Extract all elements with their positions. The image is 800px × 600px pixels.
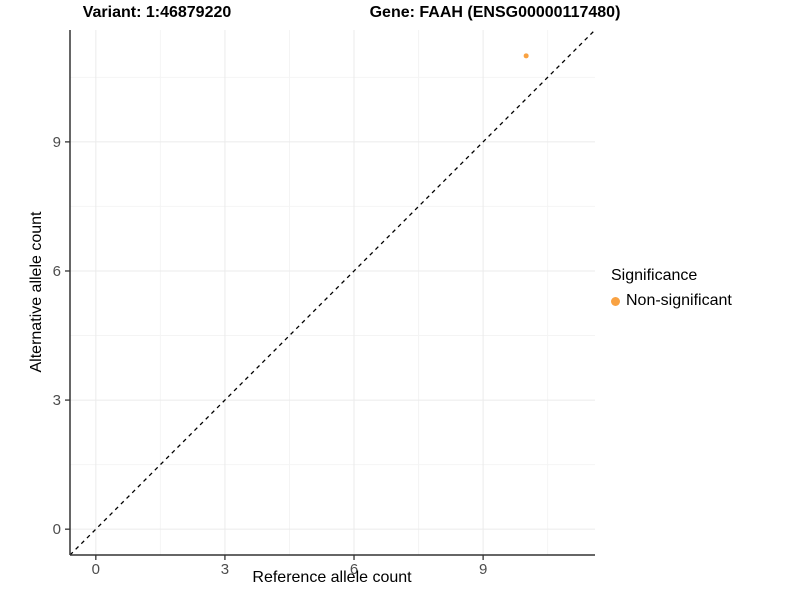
x-tick-label: 3 [221,561,229,578]
y-tick-label: 3 [53,392,61,409]
y-axis-title: Alternative allele count [28,211,45,373]
legend-item: Non-significant [611,291,732,311]
x-tick-label: 0 [92,561,100,578]
x-tick-label: 9 [479,561,487,578]
plot-title-variant: Variant: 1:46879220 [82,4,232,21]
x-axis-title: Reference allele count [252,569,412,586]
legend-item-label: Non-significant [626,292,732,309]
identity-reference-line [69,29,596,556]
y-tick-label: 9 [53,134,61,151]
data-point [523,53,529,59]
y-tick-label: 6 [53,263,61,280]
legend: Significance Non-significant [611,266,732,311]
legend-swatch-dot-icon [611,296,620,306]
legend-title: Significance [611,267,698,284]
y-tick-label: 0 [53,521,61,538]
plot-title-gene: Gene: FAAH (ENSG00000117480) [369,4,621,21]
x-tick-label: 6 [350,561,358,578]
